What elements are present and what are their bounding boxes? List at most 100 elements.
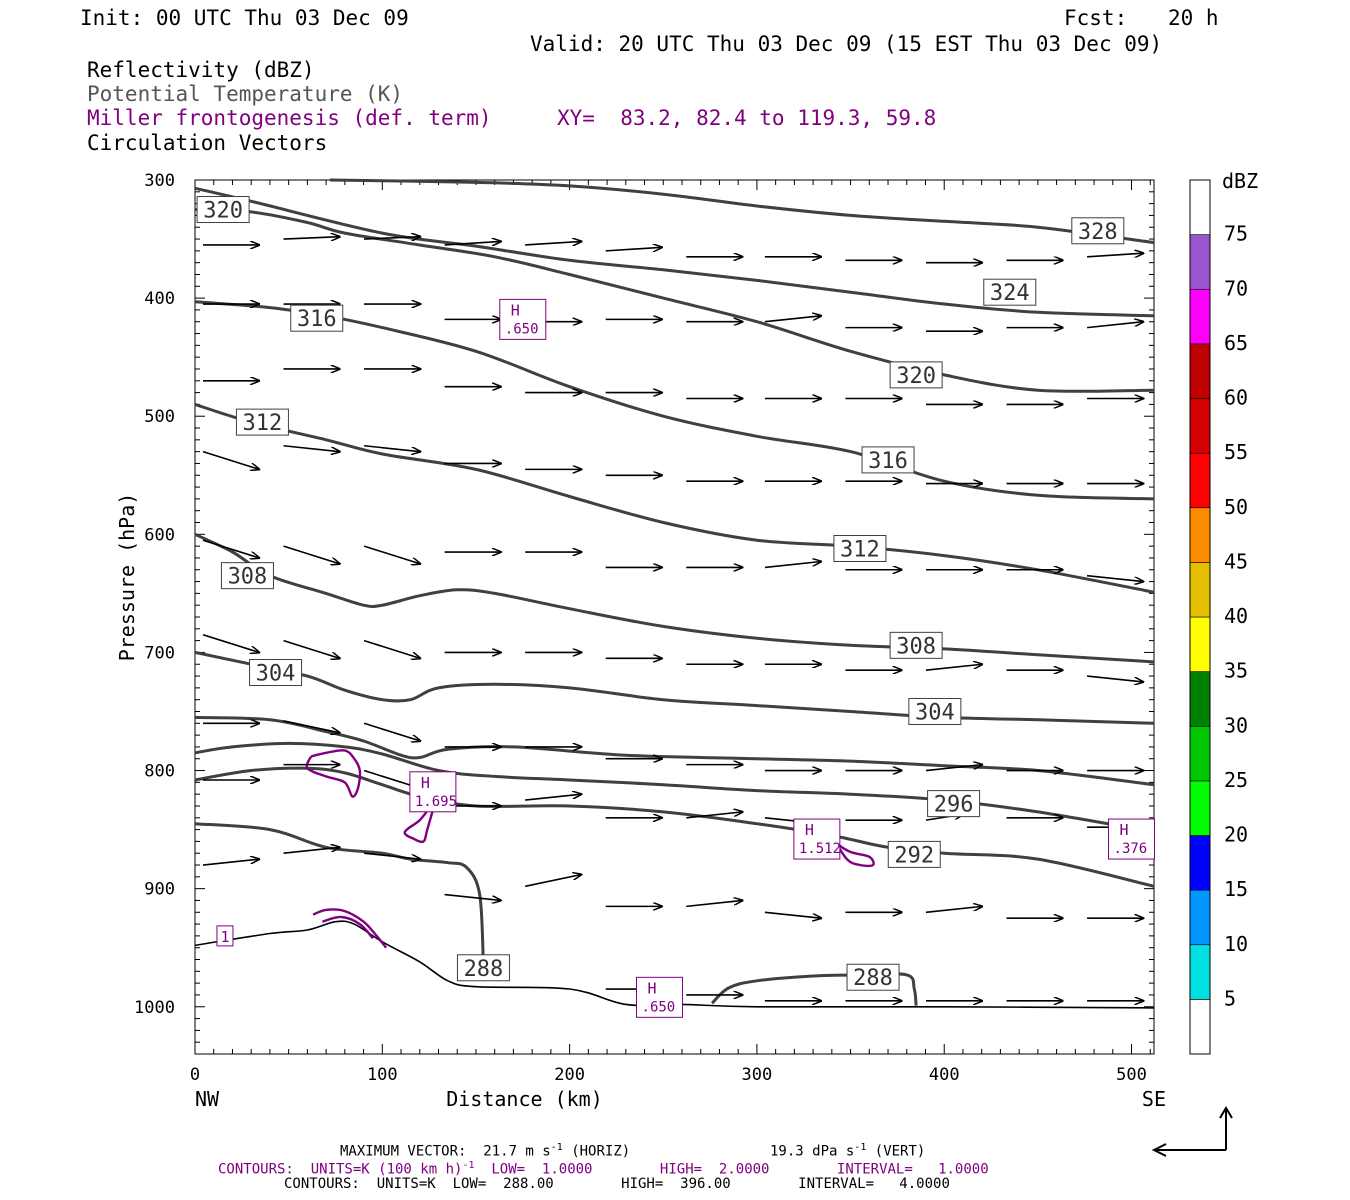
frontogenesis-label-box bbox=[793, 818, 841, 860]
circulation-vector bbox=[283, 720, 340, 733]
circulation-vector bbox=[605, 247, 662, 251]
reference-vector-icon bbox=[1151, 1106, 1233, 1157]
theta-label: 308 bbox=[228, 565, 268, 590]
theta-label-box bbox=[235, 408, 289, 436]
theta-label-box bbox=[889, 631, 943, 659]
theta-label-box bbox=[889, 361, 943, 389]
frontogenesis-high-value: .650 bbox=[642, 999, 676, 1015]
y-axis-title: Pressure (hPa) bbox=[115, 493, 139, 662]
theta-label: 320 bbox=[203, 199, 243, 224]
colorbar-segment bbox=[1189, 179, 1211, 235]
forecast-label: Fcst: bbox=[1064, 6, 1128, 30]
theta-contour-312 bbox=[194, 402, 1155, 594]
y-tick-label: 500 bbox=[144, 407, 175, 427]
circulation-vector bbox=[202, 633, 259, 653]
theta-label-box bbox=[290, 304, 344, 332]
theta-contour-328 bbox=[329, 178, 1155, 245]
theta-label: 288 bbox=[853, 966, 893, 991]
circulation-vector bbox=[363, 722, 420, 741]
circulation-vector bbox=[363, 444, 420, 452]
theta-label-box bbox=[887, 840, 941, 868]
legend-potential-temperature: Potential Temperature (K) bbox=[87, 82, 404, 106]
circulation-vector bbox=[283, 847, 340, 855]
x-end-label-se: SE bbox=[1142, 1087, 1166, 1111]
x-tick-label: 0 bbox=[190, 1065, 200, 1085]
frontogenesis-label-box bbox=[1108, 818, 1156, 860]
circulation-vector bbox=[283, 237, 340, 239]
circulation-vector bbox=[283, 639, 340, 659]
colorbar-segment bbox=[1189, 234, 1211, 290]
theta-contour-288 bbox=[194, 822, 485, 966]
theta-label: 316 bbox=[297, 307, 337, 332]
x-tick-label: 400 bbox=[929, 1065, 960, 1085]
theta-label: 304 bbox=[256, 662, 296, 687]
circulation-vector bbox=[202, 539, 259, 558]
circulation-vector bbox=[925, 765, 982, 772]
circulation-vector bbox=[925, 906, 982, 914]
frontogenesis-contour-label: 1 bbox=[220, 928, 229, 946]
theta-contour-304 bbox=[194, 650, 1155, 725]
circulation-vector bbox=[1086, 574, 1143, 582]
frontogenesis-high-marker: H bbox=[648, 979, 657, 997]
theta-label-box bbox=[908, 697, 962, 725]
valid-time: Valid: 20 UTC Thu 03 Dec 09 (15 EST Thu … bbox=[530, 32, 1163, 56]
circulation-vector bbox=[925, 664, 982, 671]
frontogenesis-contour bbox=[312, 908, 388, 949]
circulation-vector bbox=[1086, 675, 1143, 682]
colorbar-tick-label: 10 bbox=[1224, 932, 1248, 956]
theta-label: 324 bbox=[990, 281, 1030, 306]
init-time: Init: 00 UTC Thu 03 Dec 09 bbox=[80, 6, 409, 30]
frontogenesis-high-value: .376 bbox=[1114, 841, 1148, 857]
circulation-vector bbox=[363, 545, 420, 564]
x-tick-label: 200 bbox=[554, 1065, 585, 1085]
circulation-vector bbox=[444, 893, 501, 901]
theta-label: 312 bbox=[243, 411, 283, 436]
theta-contour-288 bbox=[710, 972, 918, 1006]
colorbar-tick-label: 45 bbox=[1224, 549, 1248, 573]
colorbar-tick-label: 25 bbox=[1224, 768, 1248, 792]
colorbar-segment bbox=[1189, 507, 1211, 563]
colorbar-segment bbox=[1189, 671, 1211, 727]
y-tick-label: 400 bbox=[144, 289, 175, 309]
colorbar-segment bbox=[1189, 398, 1211, 454]
theta-label-box bbox=[861, 446, 915, 474]
colorbar-tick-label: 30 bbox=[1224, 713, 1248, 737]
frontogenesis-label-box bbox=[409, 771, 457, 813]
theta-label: 304 bbox=[915, 700, 955, 725]
colorbar-tick-label: 15 bbox=[1224, 877, 1248, 901]
circulation-vector bbox=[283, 545, 340, 564]
frontogenesis-high-marker: H bbox=[421, 774, 430, 792]
colorbar-tick-label: 60 bbox=[1224, 386, 1248, 410]
frontogenesis-high-marker: H bbox=[1120, 821, 1129, 839]
max-vector-vertical: 19.3 dPa s-1 (VERT) bbox=[770, 1142, 926, 1160]
y-tick-label: 300 bbox=[144, 171, 175, 191]
theta-label: 296 bbox=[934, 793, 974, 818]
circulation-vector bbox=[764, 316, 821, 323]
y-tick-label: 600 bbox=[144, 525, 175, 545]
theta-contour-308 bbox=[194, 532, 1155, 664]
theta-label-box bbox=[927, 790, 981, 818]
colorbar-segment bbox=[1189, 616, 1211, 672]
frontogenesis-high-marker: H bbox=[511, 301, 520, 319]
circulation-vector bbox=[524, 874, 581, 888]
circulation-vector bbox=[444, 241, 501, 245]
x-tick-label: 300 bbox=[742, 1065, 773, 1085]
colorbar-unit: dBZ bbox=[1222, 169, 1258, 193]
colorbar-segment bbox=[1189, 562, 1211, 618]
colorbar-segment bbox=[1189, 452, 1211, 509]
colorbar-tick-label: 50 bbox=[1224, 495, 1248, 519]
theta-label-box bbox=[1071, 217, 1125, 245]
theta-contour-320 bbox=[194, 208, 1155, 393]
circulation-vector bbox=[1087, 253, 1143, 257]
cross-section-endpoints: XY= 83.2, 82.4 to 119.3, 59.8 bbox=[557, 106, 937, 130]
colorbar-segment bbox=[1189, 889, 1211, 946]
colorbar-segment bbox=[1189, 725, 1211, 782]
theta-label-box bbox=[983, 278, 1037, 306]
frontogenesis-label-box bbox=[499, 298, 547, 340]
theta-label: 316 bbox=[868, 449, 908, 474]
theta-label-box bbox=[456, 954, 510, 982]
y-tick-label: 1000 bbox=[134, 998, 175, 1018]
theta-label: 308 bbox=[896, 634, 936, 659]
circulation-vector bbox=[764, 561, 821, 569]
